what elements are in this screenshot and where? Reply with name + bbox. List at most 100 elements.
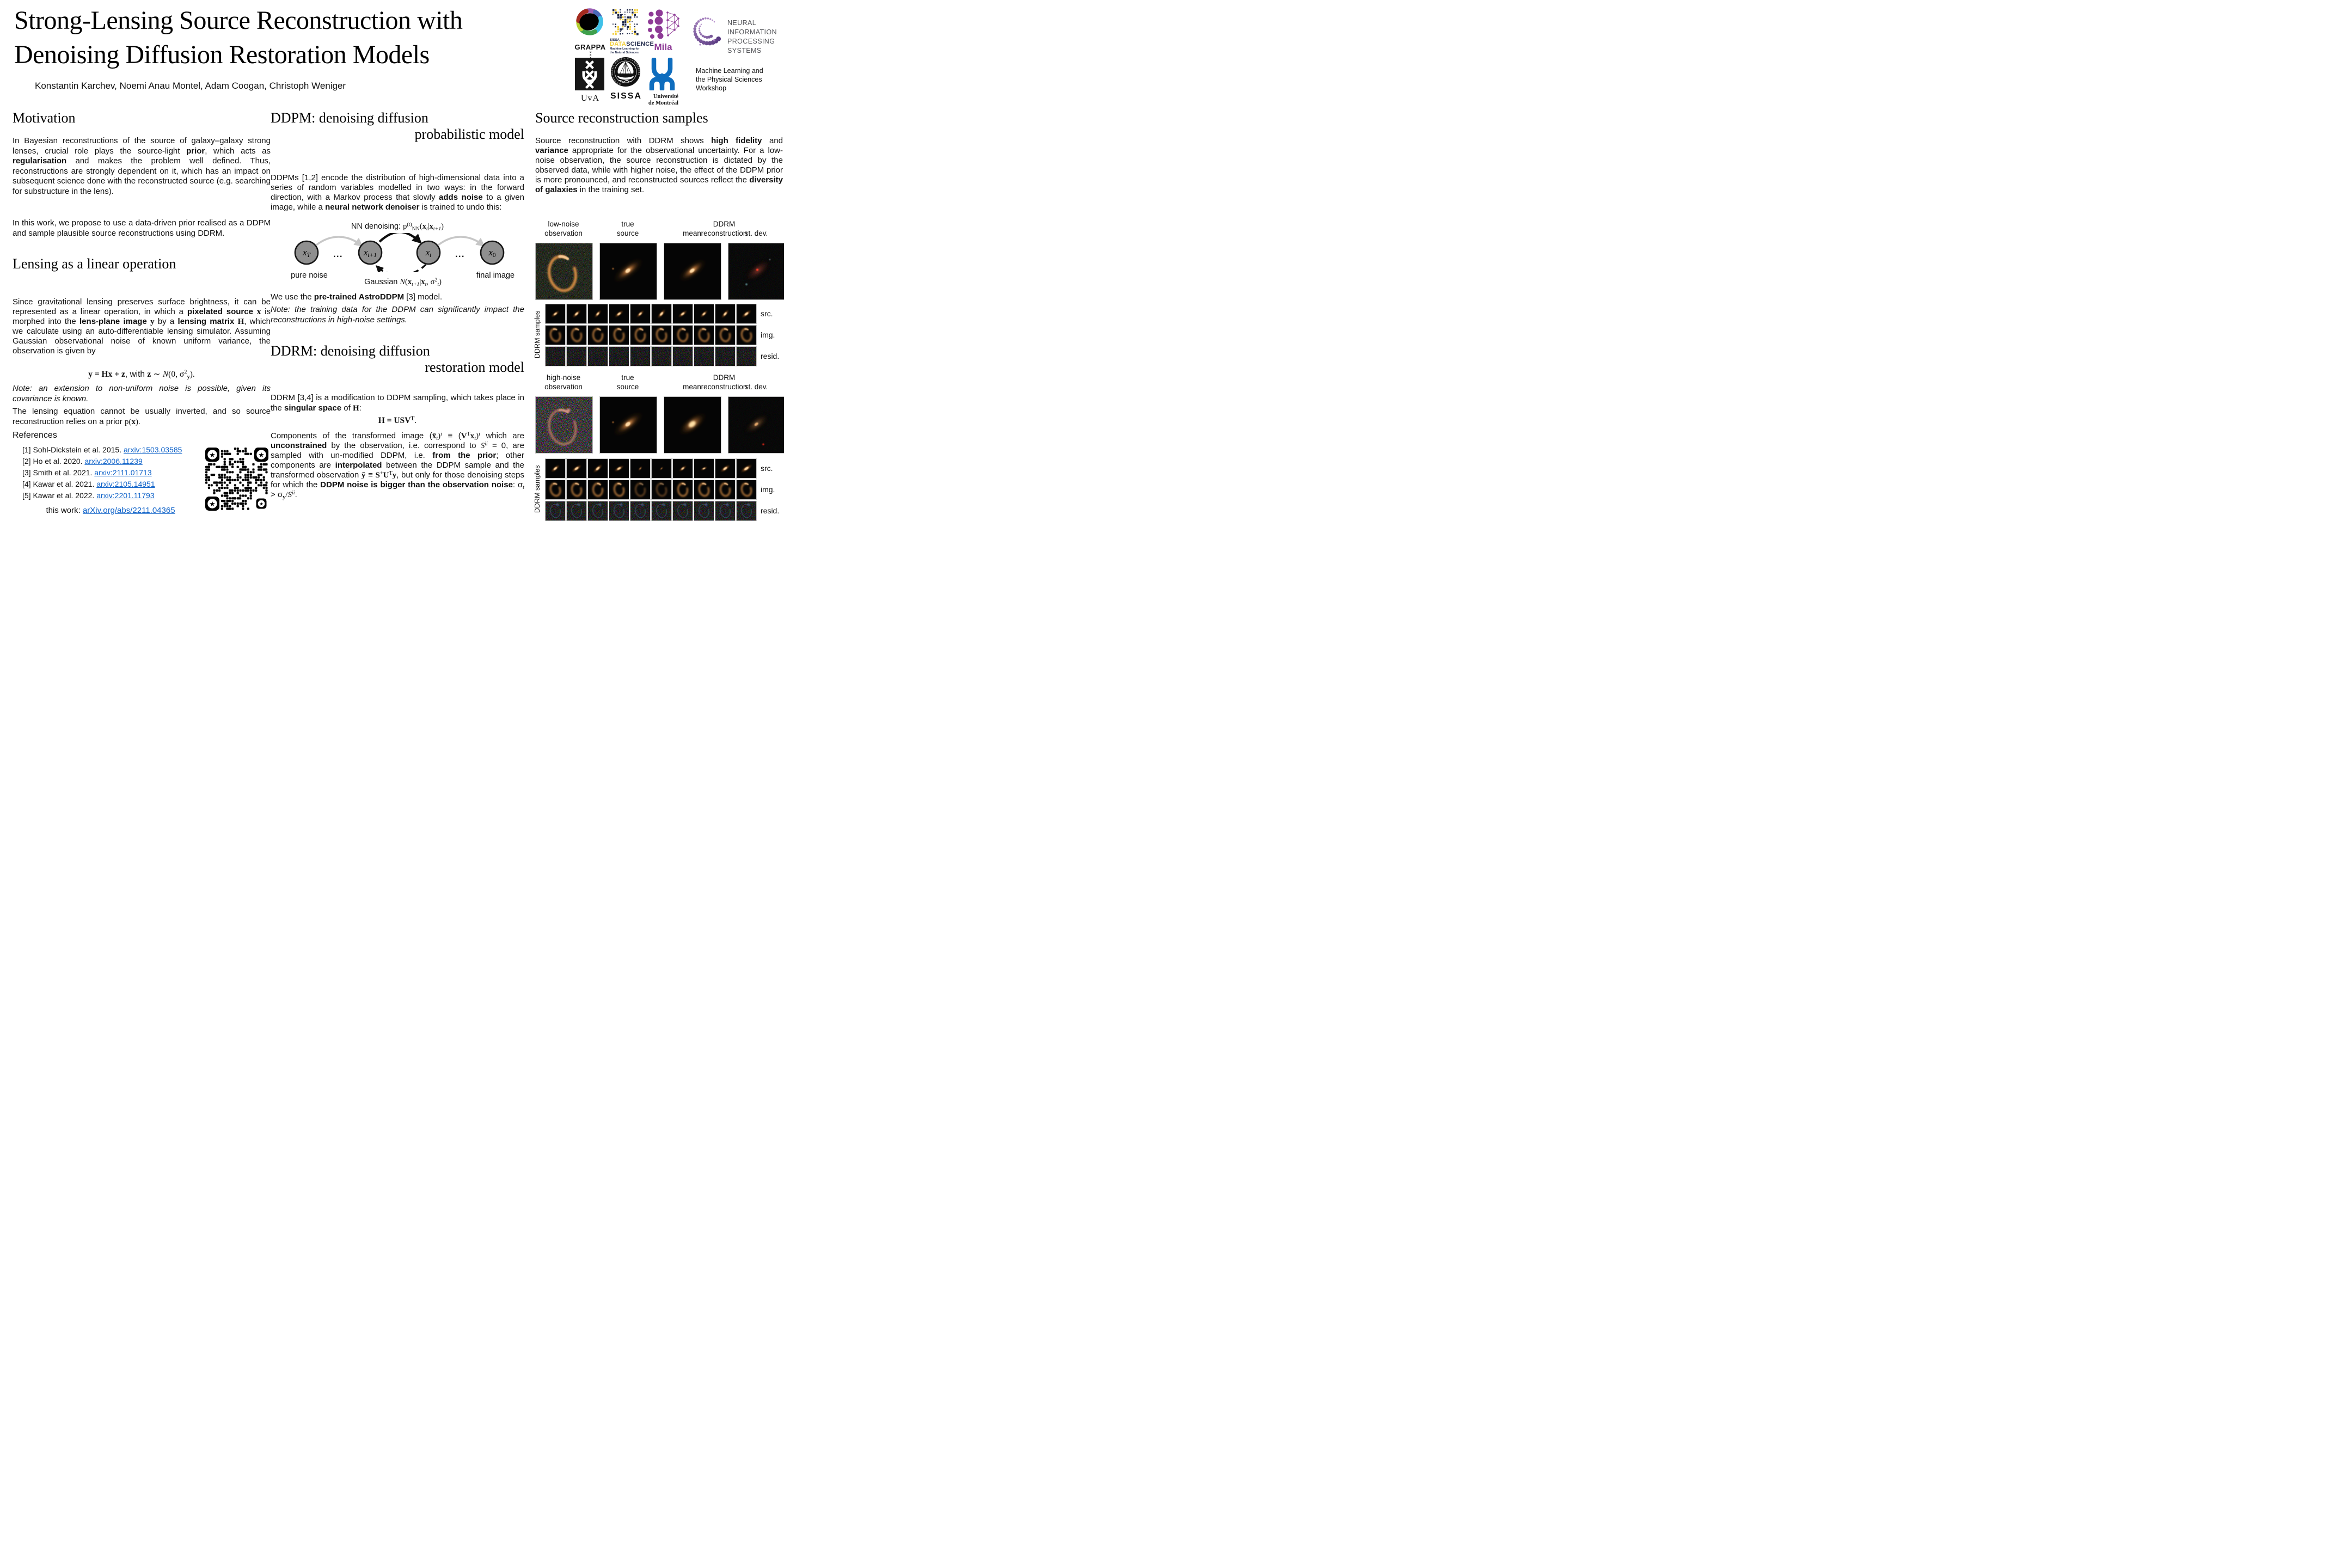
sample-thumb-img <box>545 480 566 500</box>
poster-page: Strong-Lensing Source Reconstruction wit… <box>0 0 784 523</box>
samples-row-src: src. <box>545 458 783 479</box>
sample-thumb-resid <box>694 346 714 366</box>
lensing-equation: y = Hx + z, with z ∼ N(0, σ2y). <box>88 369 195 380</box>
sample-thumb-img <box>587 325 608 345</box>
neurips-wordmark: NEURAL INFORMATION PROCESSING SYSTEMS <box>727 19 777 54</box>
sample-thumb-src <box>587 458 608 479</box>
header-true-source: true source <box>616 220 639 237</box>
sample-thumb-src <box>545 304 566 324</box>
datascience-logo-art <box>610 9 641 39</box>
grappa-logo: GRAPPA× × × <box>574 8 607 60</box>
samples-row-src: src. <box>545 304 783 324</box>
sample-thumb-src <box>672 458 693 479</box>
sample-thumb-resid <box>566 346 587 366</box>
svg-text:★: ★ <box>209 500 216 509</box>
diagram-node-label: xT <box>303 247 310 259</box>
grappa-text: GRAPPA <box>574 43 606 51</box>
datascience-subtitle: Machine Learning for the Natural Science… <box>610 47 640 54</box>
reference-item: [3] Smith et al. 2021. arxiv:2111.01713 <box>22 467 271 479</box>
column-middle: DDPM: denoising diffusion probabilistic … <box>271 0 524 523</box>
reference-item: [2] Ho et al. 2020. arxiv:2006.11239 <box>22 456 271 467</box>
sample-thumb-resid <box>672 501 693 521</box>
reference-link[interactable]: arxiv:1503.03585 <box>124 445 182 454</box>
sample-thumb-resid <box>651 346 672 366</box>
panel-true-source <box>599 243 657 300</box>
sample-thumb-resid <box>694 501 714 521</box>
sample-thumb-src <box>736 304 757 324</box>
reference-link[interactable]: arxiv:2105.14951 <box>96 480 155 488</box>
node-x-0 <box>480 240 505 265</box>
panel-headers-low-noise: low-noise observation true source DDRM r… <box>535 220 783 241</box>
datascience-sissa-text: SISSA <box>610 39 620 42</box>
sample-thumb-img <box>672 325 693 345</box>
datascience-science-text: SCIENCE <box>626 41 654 47</box>
sample-thumb-img <box>672 480 693 500</box>
sample-thumb-img <box>651 480 672 500</box>
neurips-logo <box>689 7 726 55</box>
this-work-prefix: this work: <box>46 506 83 515</box>
sissa-datascience-logo: SISSA DATASCIENCE Machine Learning for t… <box>610 9 654 55</box>
node-x-t <box>416 240 441 265</box>
reference-item: [1] Sohl-Dickstein et al. 2015. arxiv:15… <box>22 444 271 456</box>
samples-heading: Source reconstruction samples <box>535 110 708 126</box>
column-left: Motivation In Bayesian reconstructions o… <box>13 0 271 523</box>
this-work-link[interactable]: arXiv.org/abs/2211.04365 <box>82 506 175 515</box>
lensing-paragraph-1: Since gravitational lensing preserves su… <box>13 297 271 356</box>
neurips-logo-art <box>689 7 726 55</box>
ddrm-heading: DDRM: denoising diffusion restoration mo… <box>271 343 524 376</box>
sample-thumb-src <box>672 304 693 324</box>
sample-thumb-resid <box>609 346 629 366</box>
this-work-line: this work: arXiv.org/abs/2211.04365 <box>29 506 192 515</box>
ddpm-heading: DDPM: denoising diffusion probabilistic … <box>271 110 524 143</box>
reference-text: [4] Kawar et al. 2021. <box>22 480 97 488</box>
sample-thumb-resid <box>545 346 566 366</box>
mila-logo-art <box>646 9 681 42</box>
samples-row-label: src. <box>761 309 773 318</box>
sample-thumb-img <box>630 325 651 345</box>
diagram-node-label: x0 <box>488 247 496 259</box>
ddrm-samples-side-label: DDRM samples <box>534 310 541 359</box>
reference-text: [2] Ho et al. 2020. <box>22 457 85 465</box>
sample-thumb-resid <box>715 346 736 366</box>
reference-link[interactable]: arxiv:2201.11793 <box>96 491 155 500</box>
uva-logo: UvA <box>575 58 605 103</box>
sample-thumb-img <box>587 480 608 500</box>
sample-thumb-img <box>694 325 714 345</box>
sample-thumb-resid <box>587 501 608 521</box>
sample-thumb-resid <box>630 346 651 366</box>
ddpm-diagram-graphic <box>294 230 505 277</box>
panel-true-source <box>599 396 657 454</box>
diagram-node-label: xt+1 <box>363 247 377 259</box>
sample-thumb-img <box>609 325 629 345</box>
header-mean: mean <box>683 383 701 391</box>
ddrm-paragraph-2: Components of the transformed image (x̄t… <box>271 431 525 500</box>
panel-low-noise-observation <box>535 243 593 300</box>
qr-code: ★ ★ ★ ★ <box>203 445 271 513</box>
ddrm-samples-side-label: DDRM samples <box>534 465 541 513</box>
header-mean: mean <box>683 229 701 237</box>
sample-thumb-resid <box>566 501 587 521</box>
sample-thumb-resid <box>736 346 757 366</box>
sample-thumb-src <box>736 458 757 479</box>
ddpm-paragraph-1: DDPMs [1,2] encode the distribution of h… <box>271 173 524 212</box>
diagram-captions: pure noise Gaussian N(xt+1|xt, σ2t) final … <box>271 271 524 287</box>
diagram-caption: Gaussian N(xt+1|xt, σ2t) <box>364 277 442 287</box>
reference-link[interactable]: arxiv:2111.01713 <box>94 468 152 477</box>
sample-thumb-img <box>715 325 736 345</box>
panel-row-high-noise <box>535 396 784 454</box>
panel-ddrm-mean <box>664 243 721 300</box>
reference-link[interactable]: arxiv:2006.11239 <box>84 457 143 465</box>
header-high-noise-observation: high-noise observation <box>544 373 583 391</box>
sample-thumb-resid <box>630 501 651 521</box>
node-x-t-plus-1 <box>358 240 383 265</box>
sample-thumb-src <box>630 458 651 479</box>
udem-logo-art <box>647 57 678 93</box>
samples-row-label: img. <box>761 330 775 339</box>
sample-thumb-src <box>630 304 651 324</box>
sissa-label: SISSA <box>610 91 642 101</box>
samples-row-img: img. <box>545 325 783 345</box>
header-ddrm-reconstruction: DDRM reconstruction <box>701 220 748 237</box>
datascience-label: SISSA DATASCIENCE Machine Learning for t… <box>610 39 654 55</box>
lensing-note: Note: an extension to non-uniform noise … <box>13 384 271 403</box>
panel-high-noise-observation <box>535 396 593 454</box>
